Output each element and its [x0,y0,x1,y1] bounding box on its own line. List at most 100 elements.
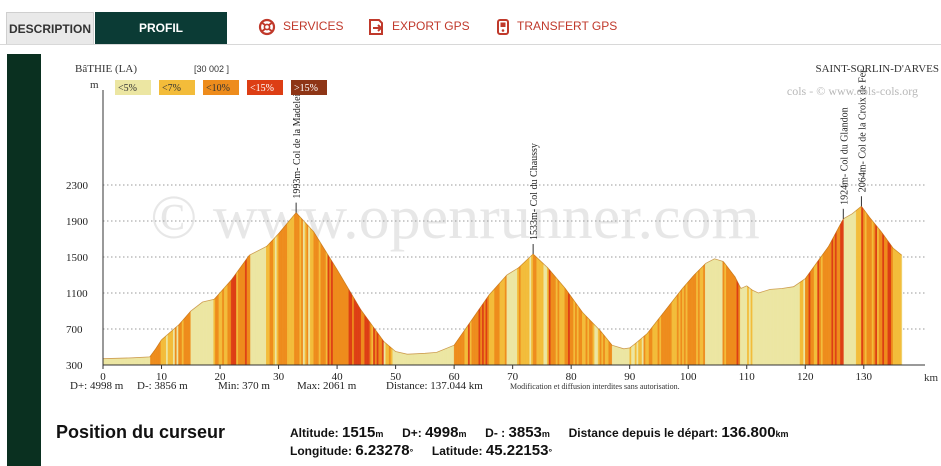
profile-segment [576,304,579,366]
profile-segment [392,348,395,366]
profile-segment [408,353,411,366]
profile-segment [373,326,376,366]
profile-segment [575,301,578,366]
legend-swatch [115,80,151,95]
profile-segment [764,290,767,366]
profile-segment [234,272,237,366]
profile-segment [385,342,388,366]
export-gps-link[interactable]: EXPORT GPS [367,16,470,38]
profile-segment [620,347,623,366]
profile-segment [473,314,476,366]
profile-segment [808,270,811,366]
profile-segment [467,321,471,366]
profile-segment [880,230,883,366]
profile-segment [676,292,680,366]
profile-segment [643,334,646,366]
profile-segment [655,319,658,366]
services-link[interactable]: SERVICES [258,16,343,38]
profile-segment [778,288,781,366]
tab-profil-altimetrique[interactable]: PROFIL ALTIMETRIQUE [95,12,227,67]
profile-segment [424,352,427,366]
profile-segment [687,279,690,366]
profile-segment [789,286,792,366]
profile-segment [662,310,666,366]
profile-segment [889,242,892,366]
profile-segment [780,288,783,366]
profile-segment [866,212,869,366]
elevation-profile-chart[interactable]: © www.openrunner.com 3007001100150019002… [0,0,941,400]
profile-segment [118,357,121,366]
profile-segment [673,296,676,366]
profile-segment [199,302,202,366]
profile-segment [625,347,629,366]
profile-segment [459,334,462,366]
profile-segment [490,290,493,366]
profile-segment [675,294,678,366]
profile-segment [640,337,643,366]
export-icon [369,18,383,35]
profile-segment [357,303,360,366]
profile-segment [532,253,536,366]
tab-bar: DESCRIPTION PROFIL ALTIMETRIQUE SERVICES… [0,0,941,67]
transfert-gps-link[interactable]: TRANSFERT GPS [496,16,617,38]
profile-segment [680,287,683,366]
profile-segment [604,335,608,366]
profile-segment [213,297,216,366]
profile-segment [378,333,381,366]
profile-segment [546,266,550,366]
transfert-gps-label: TRANSFERT GPS [517,19,618,33]
profile-segment [215,295,218,366]
profile-segment [489,292,492,366]
profile-segment [633,343,636,366]
profile-segment [338,270,341,366]
profile-segment [838,224,841,366]
profile-segment [617,346,620,366]
profile-segment [410,353,413,366]
summit-label: 2064m- Col de la Croix de Fer [857,69,868,192]
profile-segment [287,220,290,366]
profile-segment [232,274,235,366]
profile-segment [785,287,788,366]
profile-segment [183,316,186,366]
profile-segment [157,342,160,366]
dplus-unit: m [458,429,467,439]
profile-segment [848,214,852,366]
profile-segment [819,256,822,366]
profile-segment [294,212,297,366]
profile-segment [541,261,544,366]
profile-segment [336,267,339,366]
profile-segment [501,278,504,366]
profile-segment [710,259,713,366]
profile-segment [431,352,434,366]
profile-segment [875,224,878,366]
profile-segment [531,253,534,366]
x-tick-label: 80 [566,371,578,383]
profile-segment [833,234,836,366]
tab-description[interactable]: DESCRIPTION [6,12,94,44]
profile-segment [829,240,832,366]
profile-segment [696,270,699,366]
profile-segment [283,224,286,366]
profile-segment [257,249,260,366]
profile-segment [682,285,685,366]
summit-label: 1924m- Col du Glandon [839,107,850,205]
profile-segment [292,214,295,366]
legend-swatch [291,80,327,95]
profile-segment [448,346,451,366]
profile-segment [776,288,780,366]
profile-segment [255,250,258,366]
profile-segment [250,253,253,366]
distance-label: Distance depuis le départ: [568,426,718,440]
profile-segment [757,292,760,366]
x-tick-label: 90 [624,371,636,383]
profile-segment [276,233,279,366]
profile-segment [877,226,880,366]
profile-segment [831,237,834,366]
profile-segment [717,259,720,366]
profile-segment [320,242,323,366]
legend-label: >15% [294,83,318,94]
profile-segment [606,338,609,366]
profile-segment [592,322,595,366]
profile-segment [164,335,167,366]
profile-segment [768,289,771,366]
